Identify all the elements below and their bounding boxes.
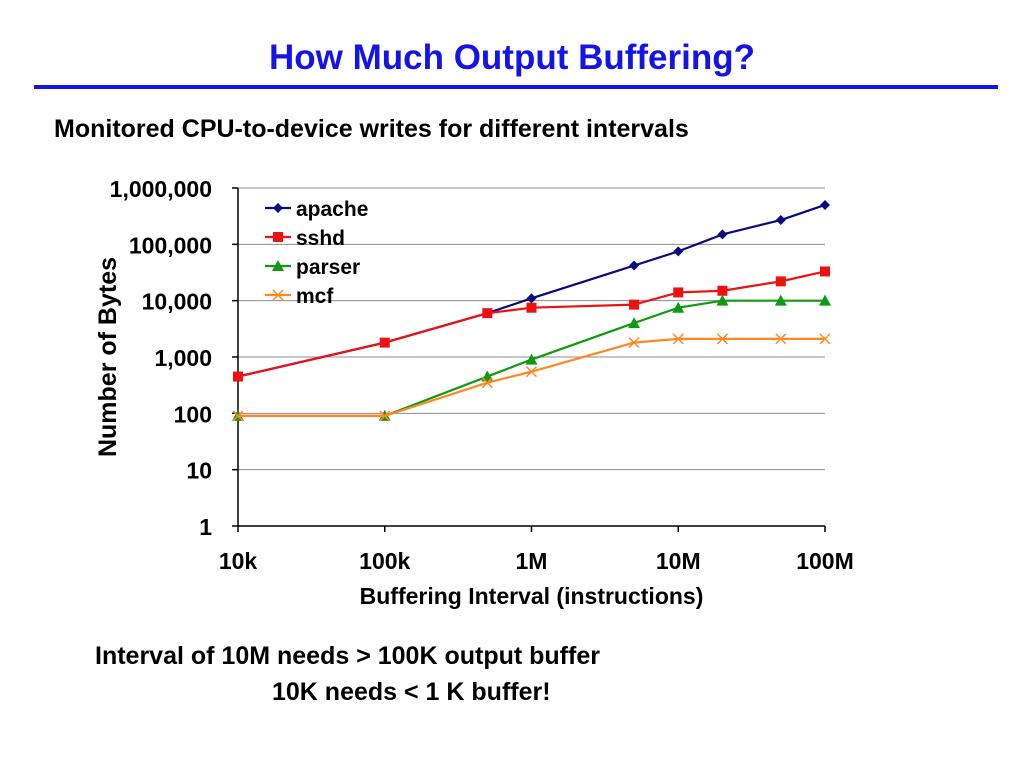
data-point-sshd [820, 266, 830, 277]
data-point-mcf [232, 410, 244, 422]
data-point-sshd [379, 337, 390, 348]
data-point-apache [820, 199, 830, 210]
y-tick-label: 100,000 [129, 232, 212, 258]
y-tick-label: 1,000,000 [110, 176, 212, 202]
data-point-apache [717, 229, 728, 240]
data-point-mcf [819, 333, 831, 345]
data-point-sshd [233, 371, 243, 382]
data-point-parser [819, 294, 831, 306]
data-point-parser [628, 317, 641, 329]
data-point-parser [774, 294, 787, 306]
data-point-sshd [673, 287, 684, 298]
x-tick-label: 100M [796, 548, 854, 574]
data-point-mcf [481, 377, 493, 389]
legend-marker-mcf [272, 289, 284, 301]
legend-label-sshd: sshd [296, 227, 345, 250]
data-point-apache [775, 215, 786, 226]
y-tick-label: 1 [199, 514, 212, 540]
y-tick-label: 10,000 [142, 289, 212, 315]
data-point-sshd [775, 276, 786, 287]
y-tick-label: 100 [174, 401, 212, 427]
data-point-apache [629, 260, 640, 271]
data-point-sshd [482, 308, 493, 319]
footer-line-2: 10K needs < 1 K buffer! [272, 678, 551, 706]
data-point-sshd [629, 299, 640, 310]
series-line-mcf [238, 337, 825, 418]
data-point-mcf [525, 366, 538, 378]
legend-marker-parser [272, 260, 284, 271]
data-point-parser [672, 301, 685, 313]
legend-marker-sshd [273, 232, 283, 242]
data-point-mcf [775, 333, 787, 345]
legend-label-mcf: mcf [296, 285, 334, 308]
slide-title: How Much Output Buffering? [268, 38, 756, 77]
data-point-parser [716, 294, 729, 306]
y-axis-label: Number of Bytes [94, 257, 122, 457]
data-point-sshd [526, 302, 537, 313]
legend-label-parser: parser [296, 256, 360, 279]
y-tick-label: 1,000 [154, 345, 212, 371]
data-point-sshd [717, 285, 728, 296]
data-point-mcf [716, 333, 728, 345]
data-point-parser [525, 353, 538, 365]
data-point-mcf [672, 333, 684, 345]
data-point-apache [526, 293, 537, 304]
x-tick-label: 1M [516, 548, 548, 574]
footer-line-1: Interval of 10M needs > 100K output buff… [95, 642, 600, 670]
x-tick-label: 10M [656, 548, 701, 574]
data-point-mcf [628, 337, 640, 349]
x-axis-label: Buffering Interval (instructions) [360, 583, 704, 609]
slide-subtitle: Monitored CPU-to-device writes for diffe… [54, 115, 689, 143]
y-tick-label: 10 [186, 458, 212, 484]
data-point-mcf [379, 410, 391, 422]
title-divider [34, 85, 998, 89]
x-tick-label: 10k [219, 548, 258, 574]
legend-marker-apache [273, 203, 283, 213]
data-point-apache [673, 246, 684, 257]
x-tick-label: 100k [359, 548, 410, 574]
legend-label-apache: apache [296, 198, 368, 221]
